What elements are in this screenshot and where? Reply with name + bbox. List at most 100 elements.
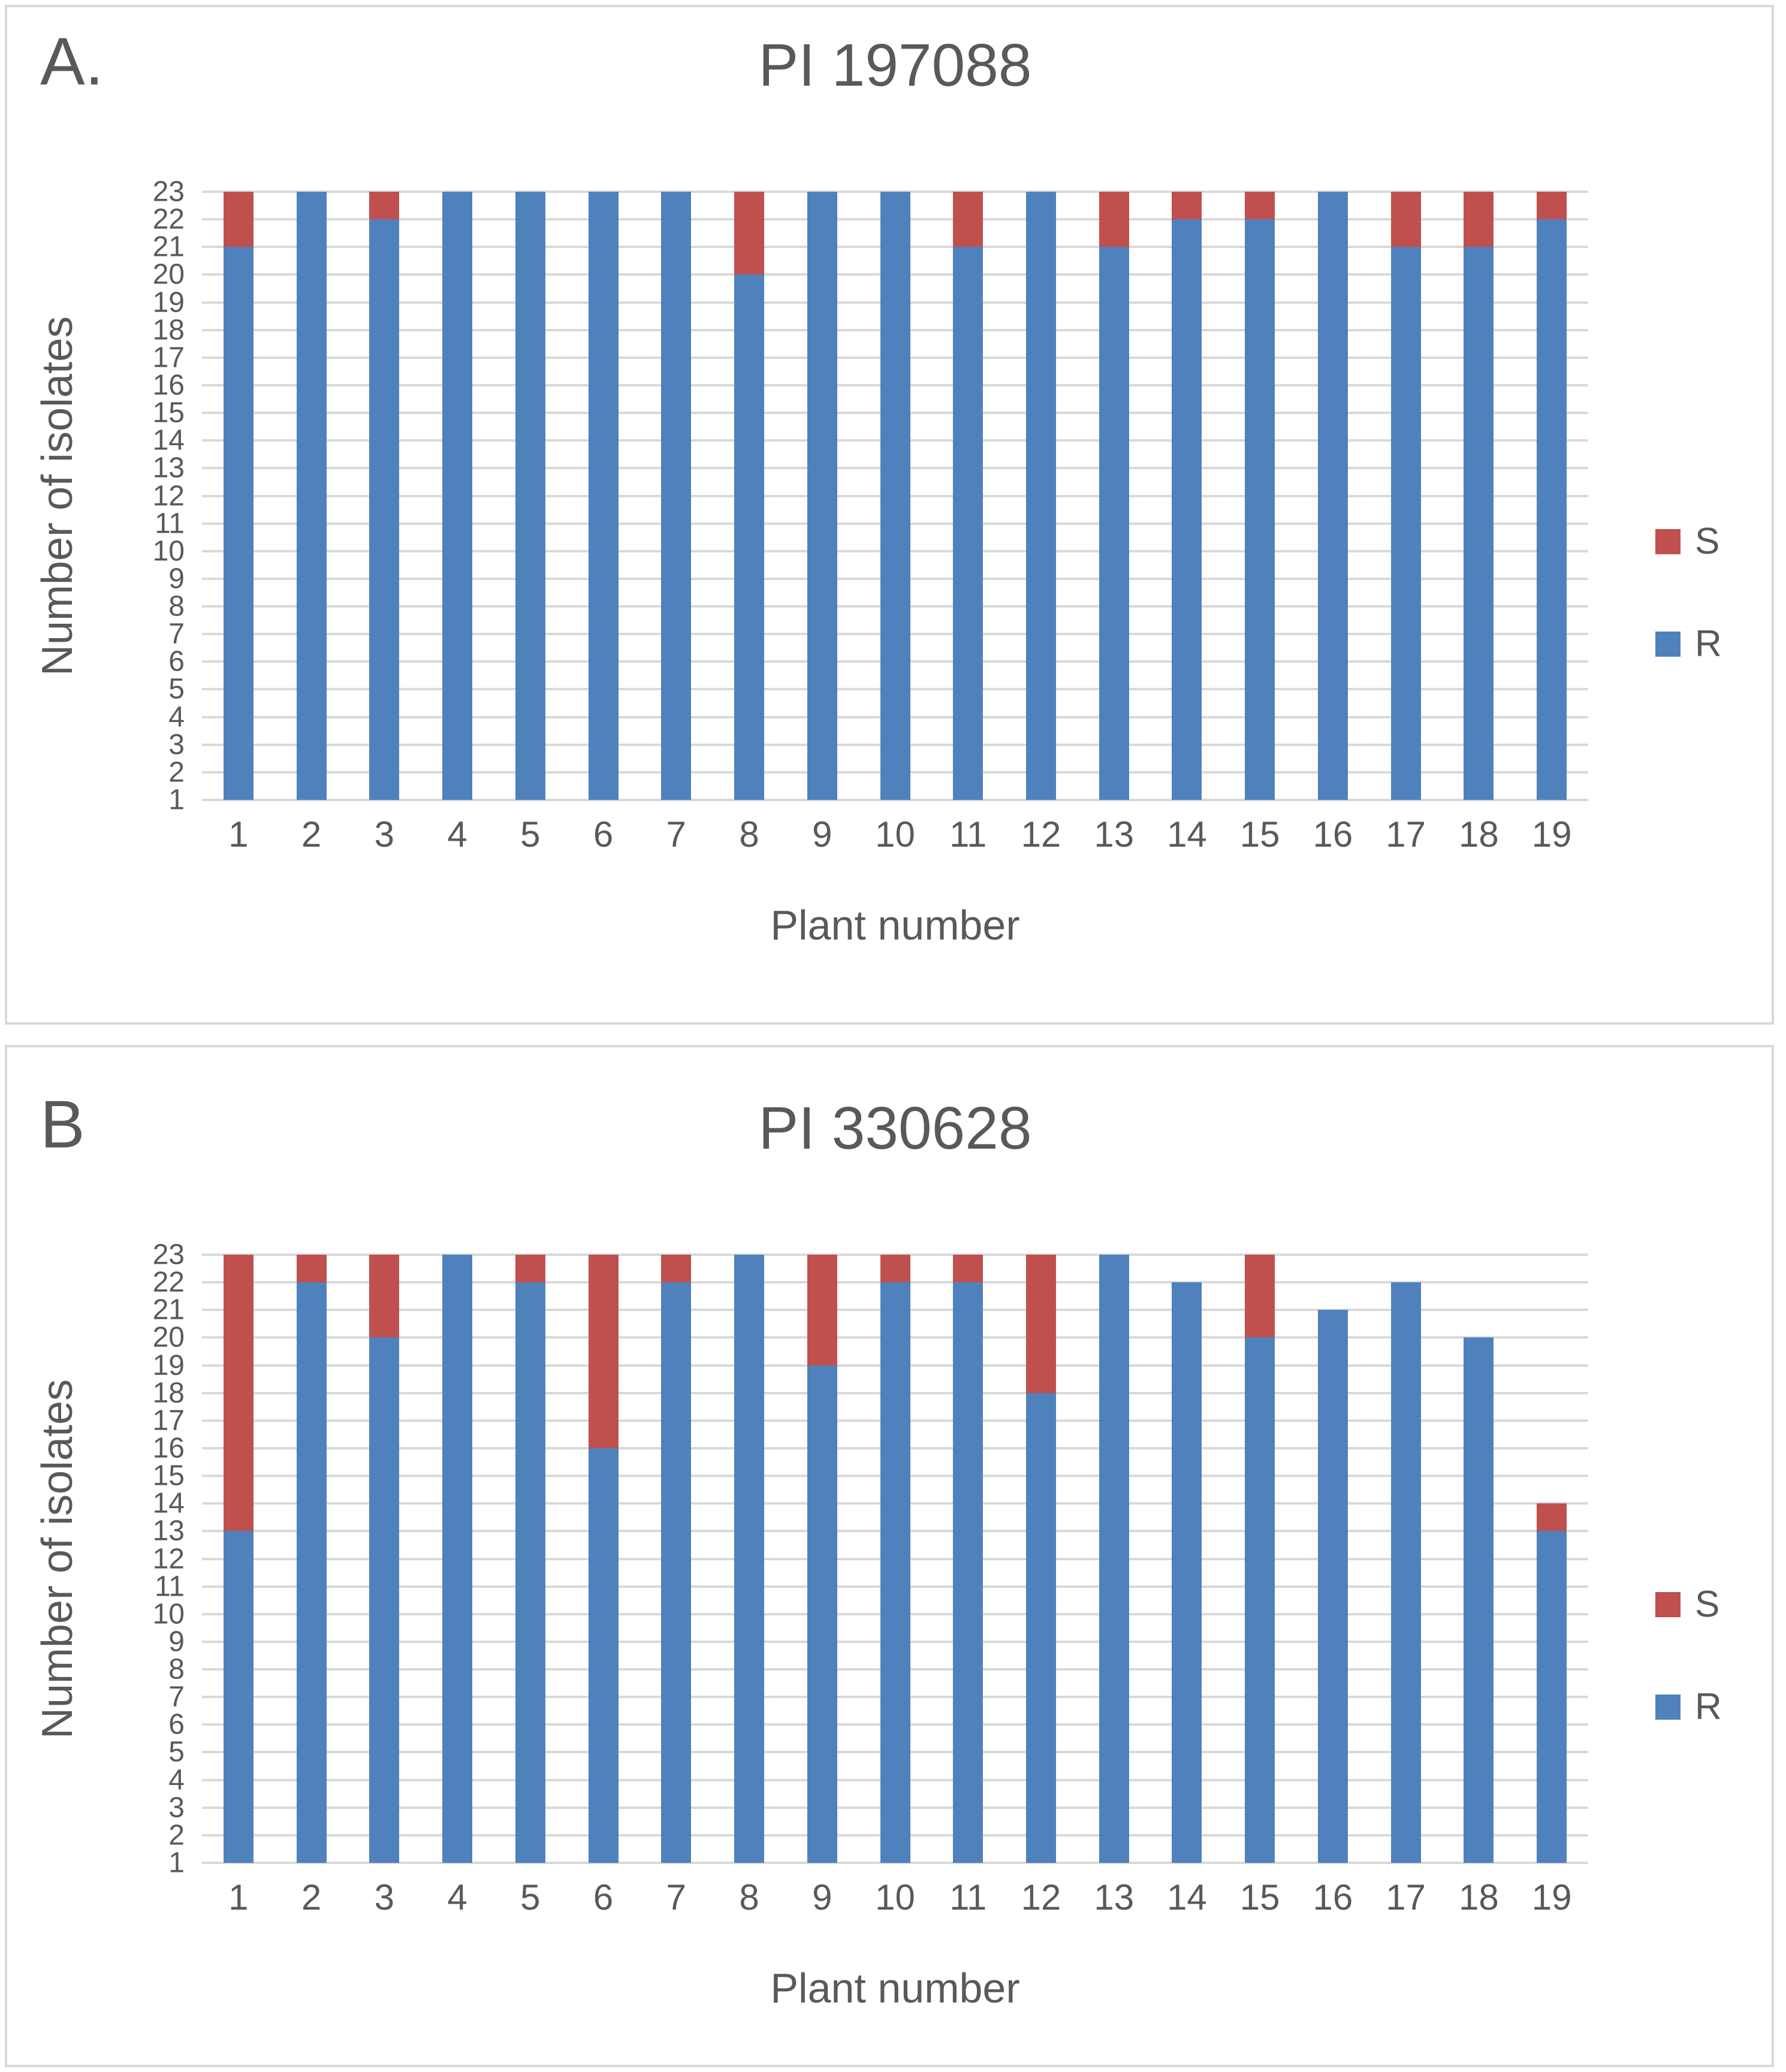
- x-tick-label: 16: [1313, 814, 1353, 854]
- y-tick-label: 7: [168, 618, 185, 650]
- bar-segment-r: [1099, 247, 1129, 800]
- y-tick-label: 10: [152, 535, 185, 567]
- bar-segment-r: [1317, 192, 1348, 800]
- bar-segment-r: [515, 192, 545, 800]
- x-axis-title-b: Plant number: [770, 1965, 1020, 2011]
- bar-segment-s: [1025, 1255, 1056, 1393]
- bar-segment-s: [369, 1255, 400, 1338]
- bar-segment-r: [807, 192, 837, 800]
- bar-segment-s: [1464, 192, 1494, 247]
- bar-segment-s: [1245, 192, 1275, 220]
- legend-label-s: S: [1695, 1584, 1720, 1625]
- chart-title-b: PI 330628: [758, 1095, 1032, 1162]
- y-tick-label: 20: [152, 258, 185, 291]
- legend-item-r: R: [1655, 623, 1722, 665]
- panel-label-a: A.: [40, 24, 104, 99]
- y-tick-label: 21: [152, 1294, 185, 1326]
- bar-segment-r: [442, 192, 473, 800]
- y-tick-label: 11: [155, 508, 185, 540]
- x-tick-label: 17: [1386, 814, 1426, 854]
- bar-segment-r: [1025, 1393, 1056, 1863]
- x-tick-label: 18: [1459, 1877, 1499, 1917]
- y-tick-label: 3: [168, 729, 185, 761]
- bar-segment-r: [442, 1255, 473, 1863]
- x-tick-label: 7: [666, 814, 686, 854]
- legend-item-s: S: [1655, 520, 1722, 563]
- bar-segment-r: [1317, 1310, 1348, 1863]
- gridline: [202, 1862, 1588, 1864]
- bar-segment-r: [1390, 1282, 1421, 1863]
- gridline: [202, 799, 1588, 801]
- y-tick-label: 2: [168, 756, 185, 789]
- x-tick-label: 6: [593, 814, 614, 854]
- x-tick-label: 13: [1094, 814, 1135, 854]
- y-tick-label: 17: [152, 342, 185, 374]
- y-tick-label: 12: [152, 480, 185, 512]
- y-tick-label: 5: [168, 1736, 185, 1768]
- y-tick-label: 9: [168, 563, 185, 595]
- bar-segment-s: [880, 1255, 910, 1283]
- bar-segment-r: [223, 1531, 254, 1863]
- bar-segment-r: [1099, 1255, 1129, 1863]
- x-tick-label: 5: [520, 814, 541, 854]
- bar-segment-s: [953, 1255, 983, 1283]
- bar-segment-r: [953, 1282, 983, 1863]
- y-tick-label: 14: [152, 1487, 185, 1520]
- bar-segment-s: [953, 192, 983, 247]
- y-tick-label: 18: [152, 1377, 185, 1409]
- chart-title-a: PI 197088: [758, 32, 1032, 99]
- y-tick-label: 1: [168, 784, 185, 816]
- y-tick-label: 6: [168, 1708, 185, 1741]
- bar-segment-s: [1099, 192, 1129, 247]
- x-tick-label: 2: [301, 1877, 322, 1917]
- y-tick-label: 20: [152, 1321, 185, 1354]
- y-tick-label: 22: [152, 203, 185, 235]
- x-tick-label: 16: [1313, 1877, 1353, 1917]
- bar-segment-r: [1245, 219, 1275, 800]
- y-tick-label: 19: [152, 286, 185, 319]
- bar-segment-r: [223, 247, 254, 800]
- y-tick-label: 16: [152, 369, 185, 401]
- bar-segment-s: [734, 192, 765, 275]
- bar-segment-s: [223, 1255, 254, 1532]
- x-axis-ticks-b: 1 2 3 4 5 6 7 8 9 10 11 12 13 14 15 16 17 18 19: [202, 1877, 1588, 1931]
- legend-label-s: S: [1695, 521, 1720, 562]
- bar-segment-s: [1245, 1255, 1275, 1338]
- y-tick-label: 22: [152, 1266, 185, 1298]
- legend-label-r: R: [1695, 623, 1722, 665]
- x-tick-label: 13: [1094, 1877, 1135, 1917]
- x-tick-label: 3: [374, 1877, 395, 1917]
- legend-item-s: S: [1655, 1583, 1722, 1626]
- bar-segment-r: [661, 1282, 692, 1863]
- plot-area-a: [202, 191, 1588, 801]
- x-tick-label: 4: [447, 1877, 467, 1917]
- x-tick-label: 12: [1021, 814, 1061, 854]
- y-tick-label: 10: [152, 1598, 185, 1630]
- x-tick-label: 1: [228, 814, 249, 854]
- bar-segment-r: [880, 192, 910, 800]
- y-tick-label: 12: [152, 1543, 185, 1575]
- x-tick-label: 15: [1239, 814, 1280, 854]
- bar-segment-s: [588, 1255, 619, 1448]
- bar-segment-r: [369, 1337, 400, 1863]
- y-tick-label: 16: [152, 1432, 185, 1464]
- x-tick-label: 5: [520, 1877, 541, 1917]
- y-tick-label: 23: [152, 176, 185, 208]
- bar-segment-r: [734, 1255, 765, 1863]
- x-tick-label: 11: [949, 1877, 987, 1917]
- y-tick-label: 13: [152, 452, 185, 484]
- bar-segment-s: [1390, 192, 1421, 247]
- bar-segment-s: [515, 1255, 545, 1283]
- legend-swatch-r: [1655, 631, 1681, 657]
- y-axis-ticks-b: 1 2 3 4 5 6 7 8 9 10 11 12 13 14 15 16 17 18 19 20 21 22 23: [7, 1239, 185, 1879]
- legend-swatch-r: [1655, 1694, 1681, 1720]
- y-tick-label: 18: [152, 314, 185, 346]
- bar-segment-r: [734, 274, 765, 800]
- gridline: [202, 1254, 1588, 1256]
